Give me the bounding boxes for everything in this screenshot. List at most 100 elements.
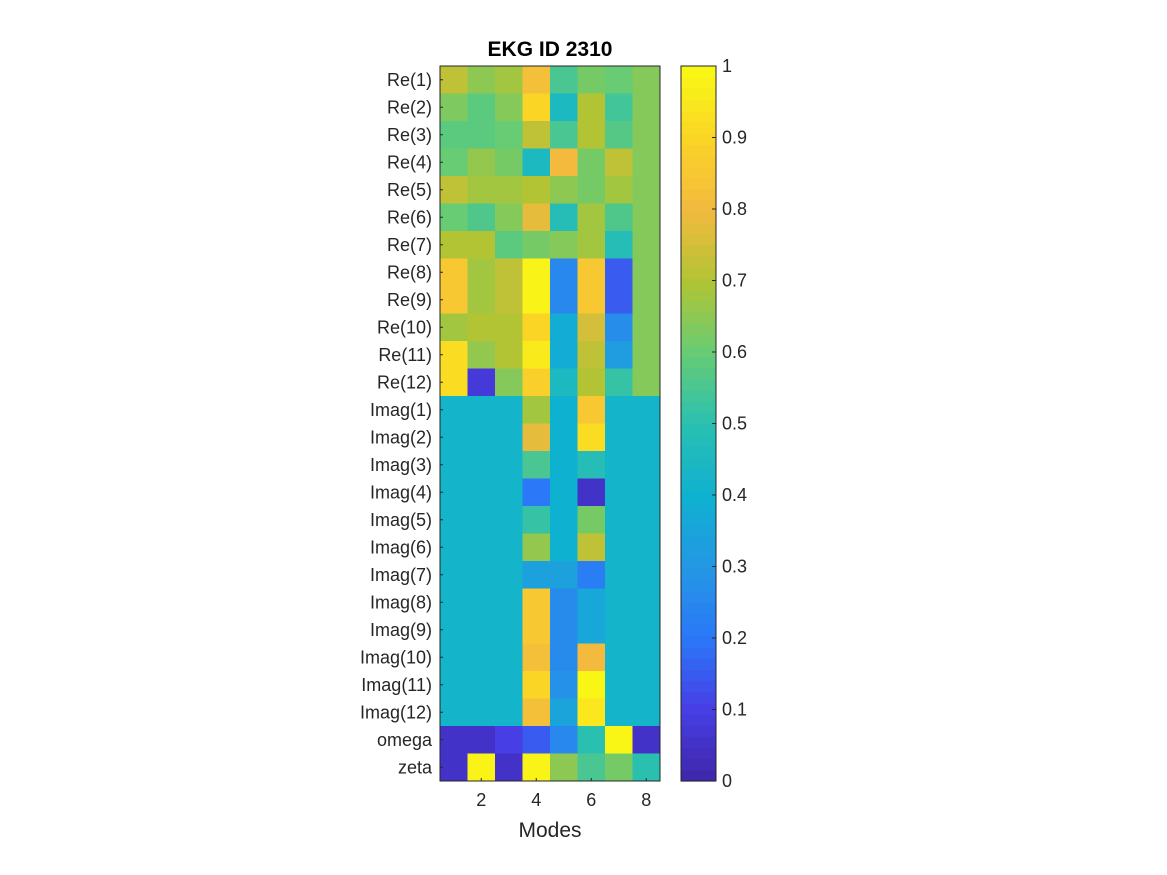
heatmap-cell [605, 341, 633, 369]
heatmap-cell [605, 368, 633, 397]
colorbar-segment [681, 758, 716, 771]
heatmap-cell [577, 176, 606, 204]
heatmap-cell [632, 643, 661, 672]
heatmap-cell [440, 588, 468, 617]
heatmap-cell [467, 313, 496, 342]
heatmap-cell [522, 176, 551, 204]
colorbar-segment [681, 546, 716, 559]
colorbar-segment [681, 646, 716, 659]
heatmap-cell [440, 258, 468, 287]
heatmap-cell [632, 121, 661, 149]
x-tick-label: 8 [641, 790, 651, 810]
heatmap-cell [605, 671, 633, 699]
y-tick-label: Re(3) [387, 125, 432, 145]
heatmap-cell [440, 561, 468, 589]
colorbar-segment [681, 311, 716, 324]
colorbar-segment [681, 680, 716, 693]
heatmap-cell [577, 533, 606, 562]
heatmap-cell [550, 726, 578, 754]
heatmap-cell [605, 726, 633, 754]
x-ticks: 2 4 6 8 [476, 778, 651, 810]
heatmap-cell [467, 506, 496, 534]
heatmap-cell [522, 396, 551, 424]
heatmap-cell [632, 258, 661, 287]
heatmap-cell [495, 341, 523, 369]
heatmap-cell [550, 313, 578, 342]
colorbar-segment [681, 579, 716, 592]
x-axis-title: Modes [518, 819, 581, 842]
heatmap-cell [632, 753, 661, 782]
heatmap-cell [522, 643, 551, 672]
colorbar-tick-label: 0 [722, 771, 732, 791]
heatmap-cell [522, 341, 551, 369]
heatmap-cell [605, 533, 633, 562]
heatmap-cell [522, 286, 551, 314]
colorbar-tick-label: 0.8 [722, 199, 747, 219]
heatmap-cell [605, 588, 633, 617]
colorbar-segment [681, 658, 716, 670]
colorbar-tick-label: 0.9 [722, 128, 747, 148]
heatmap-cell [605, 561, 633, 589]
heatmap-cell [467, 176, 496, 204]
heatmap-cell [632, 698, 661, 727]
heatmap-cell [577, 258, 606, 287]
heatmap-cell [550, 66, 578, 94]
heatmap-cell [605, 643, 633, 672]
heatmap-cell [467, 121, 496, 149]
colorbar-segment [681, 99, 716, 112]
heatmap-cell [440, 396, 468, 424]
colorbar-segment [681, 524, 716, 536]
colorbar-segment [681, 367, 716, 380]
heatmap-cell [605, 698, 633, 727]
heatmap-cell [632, 93, 661, 122]
colorbar-segment [681, 691, 716, 704]
colorbar-segment [681, 155, 716, 168]
y-tick-label: Re(7) [387, 235, 432, 255]
y-tick-label: Re(11) [378, 345, 432, 365]
heatmap-cell [467, 643, 496, 672]
chart-title: EKG ID 2310 [488, 38, 613, 61]
colorbar-segment [681, 457, 716, 469]
heatmap-cell [495, 258, 523, 287]
heatmap-cell [440, 341, 468, 369]
colorbar-segment [681, 713, 716, 726]
colorbar-segment [681, 334, 716, 346]
heatmap-cell [440, 423, 468, 452]
heatmap-cell [467, 368, 496, 397]
heatmap-cell [550, 616, 578, 644]
heatmap-cell [577, 121, 606, 149]
heatmap-cells [440, 66, 661, 782]
heatmap-cell [577, 698, 606, 727]
heatmap-cell [440, 726, 468, 754]
heatmap-cell [632, 176, 661, 204]
colorbar-segment [681, 490, 716, 503]
colorbar-segment [681, 389, 716, 402]
heatmap-cell [440, 203, 468, 232]
heatmap-cell [467, 423, 496, 452]
heatmap-cell [632, 286, 661, 314]
colorbar-segment [681, 412, 716, 425]
heatmap-cell [577, 341, 606, 369]
x-tick-label: 2 [476, 790, 486, 810]
heatmap-cell [522, 478, 551, 507]
heatmap-cell [440, 286, 468, 314]
y-tick-label: Re(8) [387, 262, 432, 282]
heatmap-cell [440, 231, 468, 259]
y-tick-label: Imag(11) [361, 675, 432, 695]
heatmap-cell [632, 368, 661, 397]
heatmap-cell [495, 313, 523, 342]
heatmap-cell [495, 93, 523, 122]
heatmap-cell [577, 231, 606, 259]
heatmap-cell [632, 561, 661, 589]
heatmap-cell [440, 533, 468, 562]
y-tick-label: Imag(9) [370, 620, 432, 640]
heatmap-cell [522, 231, 551, 259]
heatmap-cell [440, 368, 468, 397]
heatmap-cell [495, 753, 523, 782]
plot-frame [439, 65, 661, 782]
heatmap-cell [440, 66, 468, 94]
colorbar-segment [681, 378, 716, 391]
colorbar-segment [681, 512, 716, 525]
heatmap-cell [605, 286, 633, 314]
